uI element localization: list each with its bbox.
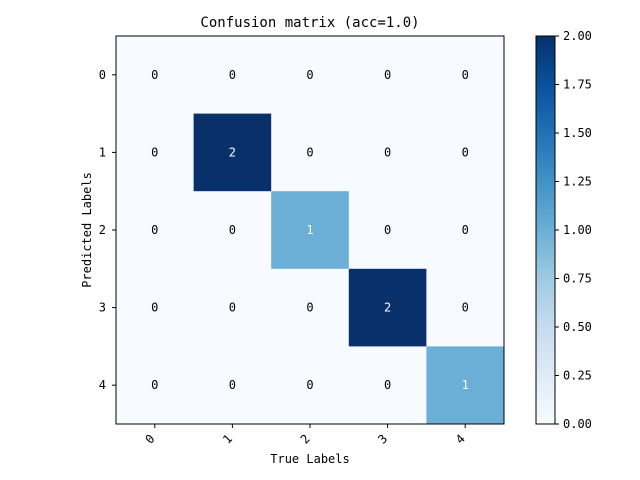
colorbar-tick-label: 1.25: [563, 175, 592, 189]
heatmap-plot: 0 0 0 0 0 0 2 0 0 0 0 0 1 0 0 0 0 0 2 0 0 0 0 0 1: [115, 35, 505, 425]
x-tick-label: 1: [220, 432, 235, 447]
y-tick-label: 3: [99, 301, 106, 315]
y-tick-label: 2: [99, 223, 106, 237]
cell-value-label: 0: [229, 223, 236, 237]
heatmap-cell: [348, 113, 427, 192]
cell-value-label: 0: [151, 301, 158, 315]
heatmap-cell: [116, 268, 195, 347]
heatmap-cell: [271, 36, 350, 115]
heatmap-cell: [348, 268, 427, 347]
cell-value-label: 0: [306, 301, 313, 315]
heatmap-cell: [271, 191, 350, 270]
heatmap-cell: [426, 113, 505, 192]
colorbar-ticks: 0.00 0.25 0.50 0.75 1.00 1.25 1.50 1.75 2.00: [555, 29, 592, 431]
x-axis-label: True Labels: [270, 452, 349, 466]
heatmap-cell: [426, 191, 505, 270]
cell-value-label: 0: [151, 378, 158, 392]
colorbar-tick-label: 1.00: [563, 223, 592, 237]
heatmap-cell: [193, 346, 272, 425]
colorbar-tick-label: 0.00: [563, 417, 592, 431]
heatmap-cell: [193, 268, 272, 347]
heatmap-cell: [193, 113, 272, 192]
cell-value-label: 0: [462, 145, 469, 159]
heatmap-cell: [426, 268, 505, 347]
cell-value-label: 2: [384, 301, 391, 315]
x-tick-label: 4: [453, 432, 468, 447]
x-tick-label: 3: [375, 432, 390, 447]
y-tick-label: 0: [99, 68, 106, 82]
heatmap-cell: [193, 191, 272, 270]
colorbar: 0.00 0.25 0.50 0.75 1.00 1.25 1.50 1.75 2.00: [535, 29, 592, 431]
cell-value-label: 0: [151, 68, 158, 82]
cell-value-label: 1: [462, 378, 469, 392]
cell-value-label: 0: [384, 378, 391, 392]
cell-value-label: 0: [306, 68, 313, 82]
cell-value-label: 0: [462, 68, 469, 82]
colorbar-tick-label: 0.75: [563, 272, 592, 286]
heatmap-cell: [271, 268, 350, 347]
heatmap-cell: [116, 346, 195, 425]
cell-value-label: 0: [384, 145, 391, 159]
y-axis-ticks: 0 1 2 3 4: [99, 68, 116, 392]
heatmap-cell: [348, 36, 427, 115]
cell-value-label: 0: [151, 145, 158, 159]
colorbar-tick-label: 1.50: [563, 126, 592, 140]
cell-value-label: 0: [229, 378, 236, 392]
heatmap-cell: [348, 191, 427, 270]
cell-value-label: 2: [229, 145, 236, 159]
cell-value-label: 0: [151, 223, 158, 237]
heatmap-cell: [116, 36, 195, 115]
colorbar-tick-label: 2.00: [563, 29, 592, 43]
heatmap-cell: [271, 346, 350, 425]
x-axis-ticks: 0 1 2 3 4: [142, 424, 468, 447]
heatmap-cell: [426, 346, 505, 425]
y-tick-label: 4: [99, 378, 106, 392]
cell-value-label: 0: [384, 68, 391, 82]
y-tick-label: 1: [99, 145, 106, 159]
colorbar-gradient: [535, 35, 556, 425]
cell-value-label: 0: [462, 301, 469, 315]
heatmap-cell: [348, 346, 427, 425]
cell-value-label: 0: [462, 223, 469, 237]
colorbar-tick-label: 0.50: [563, 320, 592, 334]
cell-value-label: 0: [229, 301, 236, 315]
heatmap-cell: [426, 36, 505, 115]
y-axis-label: Predicted Labels: [80, 172, 94, 288]
heatmap-cell: [116, 113, 195, 192]
heatmap-cell: [116, 191, 195, 270]
chart-title: Confusion matrix (acc=1.0): [200, 15, 419, 31]
cell-value-label: 1: [306, 223, 313, 237]
x-tick-label: 0: [142, 432, 157, 447]
cell-value-label: 0: [306, 145, 313, 159]
heatmap-cell: [193, 36, 272, 115]
cell-value-label: 0: [306, 378, 313, 392]
cell-value-label: 0: [229, 68, 236, 82]
heatmap-cell: [271, 113, 350, 192]
x-tick-label: 2: [298, 432, 313, 447]
cell-value-label: 0: [384, 223, 391, 237]
colorbar-tick-label: 1.75: [563, 78, 592, 92]
colorbar-tick-label: 0.25: [563, 369, 592, 383]
